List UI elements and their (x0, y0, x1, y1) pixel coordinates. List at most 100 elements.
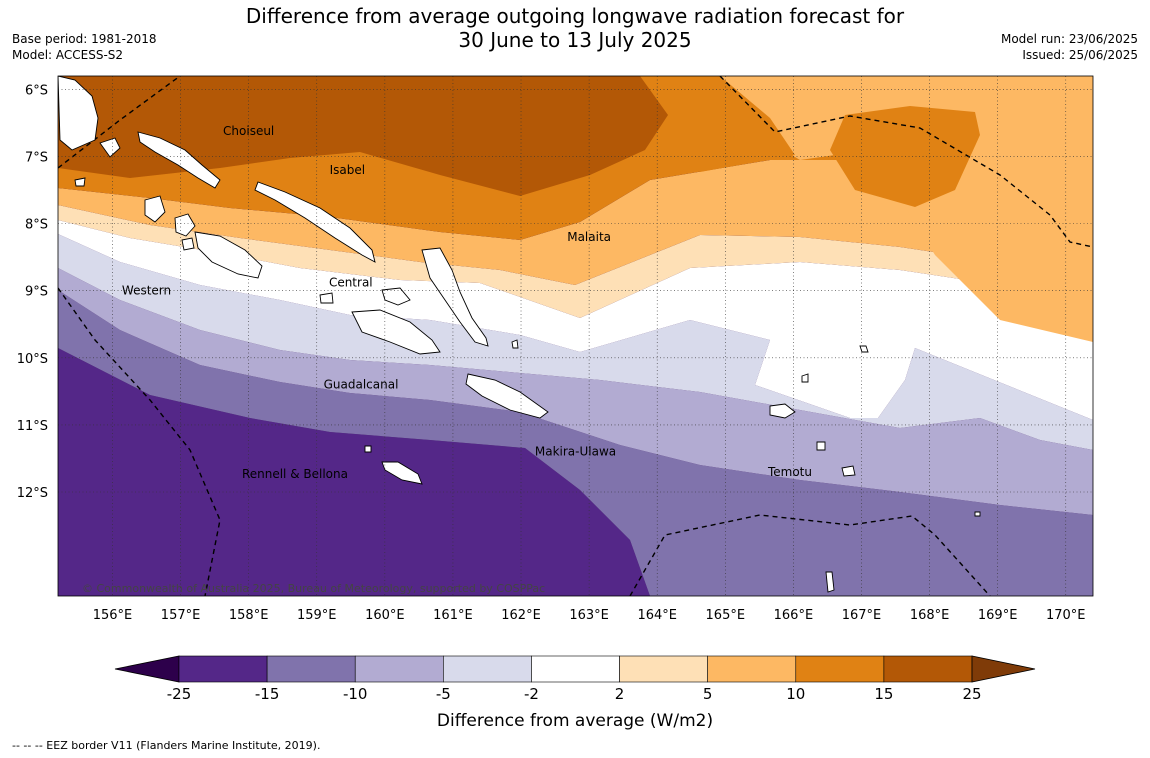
makira-coast (465, 373, 549, 419)
bougainville-south-coast (99, 137, 121, 158)
colorbar-tick-label: 15 (874, 685, 893, 703)
band-minus-10-to-minus-5 (58, 268, 1093, 515)
graticule (58, 76, 1093, 596)
colorbar-tick-label: -2 (524, 685, 539, 703)
title-line-1: Difference from average outgoing longwav… (245, 4, 905, 28)
colorbar (114, 655, 1036, 683)
colorbar-segment (178, 655, 268, 683)
tikopia-coast (974, 511, 981, 517)
colorbar-segment (619, 655, 708, 683)
vanikoro-coast (841, 465, 856, 477)
lon-tick-label: 169°E (978, 608, 1018, 623)
lat-tick-label: 12°S (17, 486, 48, 501)
colorbar-tick-label: -10 (343, 685, 368, 703)
band-15-to-25 (58, 76, 668, 196)
colorbar-tick-label: -5 (436, 685, 451, 703)
ulawa-coast (511, 339, 519, 349)
province-label: Western (122, 284, 171, 298)
colorbar-segment (883, 655, 973, 683)
lon-tick-label: 162°E (501, 608, 541, 623)
copyright-credit: © Commonwealth of Australia 2025, Bureau… (82, 582, 545, 595)
colorbar-tick-label: 2 (615, 685, 625, 703)
colorbar-tick-label: -15 (255, 685, 280, 703)
lon-tick-label: 164°E (637, 608, 677, 623)
rennell-coast (381, 461, 423, 485)
anuta-coast (825, 571, 835, 593)
model-name: Model: ACCESS-S2 (12, 48, 124, 62)
vella-lavella-coast (144, 195, 166, 223)
band-5-to-10 (58, 160, 1093, 285)
lat-tick-label: 9°S (25, 285, 48, 300)
malaita-coast (421, 247, 489, 347)
colorbar-segment (707, 655, 797, 683)
guadalcanal-coast (351, 309, 441, 355)
longitude-tick-labels: 156°E 157°E 158°E 159°E 160°E 161°E 162°E 163°E… (93, 608, 1086, 623)
russell-islands-coast (319, 292, 334, 304)
title-line-2: 30 June to 13 July 2025 (458, 28, 692, 52)
lon-tick-label: 156°E (93, 608, 133, 623)
province-label: Temotu (767, 465, 812, 479)
band-2-to-5 (58, 205, 1093, 318)
colorbar-tick-label: 25 (962, 685, 981, 703)
province-label: Malaita (567, 230, 611, 244)
province-label: Central (329, 276, 373, 290)
eez-border (58, 76, 1093, 596)
province-labels: Choiseul Isabel Malaita Central Western Guada… (122, 124, 812, 481)
model-run: Model run: 23/06/2025 (1000, 32, 1138, 46)
province-label: Isabel (330, 163, 365, 177)
colorbar-under-extension (114, 655, 180, 683)
map-title: Difference from average outgoing longwav… (0, 4, 1150, 52)
province-label: Rennell & Bellona (242, 467, 348, 481)
lon-tick-label: 165°E (706, 608, 746, 623)
lon-tick-label: 168°E (910, 608, 950, 623)
reef-islands-coast (801, 373, 809, 383)
lon-tick-label: 157°E (161, 608, 201, 623)
band-10-to-15-east (640, 76, 795, 172)
colorbar-tick-label: -25 (167, 685, 192, 703)
isabel-coast (254, 181, 376, 263)
lon-tick-label: 167°E (842, 608, 882, 623)
province-label: Choiseul (223, 124, 274, 138)
colorbar-tick-label: 10 (786, 685, 805, 703)
bellona-coast (364, 445, 372, 453)
colorbar-segment (795, 655, 885, 683)
band-minus-5-to-minus-2 (58, 234, 1093, 450)
base-period: Base period: 1981-2018 (12, 32, 157, 46)
lon-tick-label: 159°E (297, 608, 337, 623)
colorbar-title: Difference from average (W/m2) (437, 711, 713, 731)
colorbar-segment (354, 655, 444, 683)
lon-tick-label: 166°E (774, 608, 814, 623)
santa-cruz-coast (769, 403, 796, 419)
band-minus-2-to-2 (58, 220, 1093, 420)
colorbar-over-extension (971, 655, 1036, 683)
lon-tick-label: 170°E (1046, 608, 1086, 623)
coastlines (58, 76, 981, 593)
lon-tick-label: 161°E (433, 608, 473, 623)
florida-islands-coast (381, 287, 411, 306)
colorbar-segment (531, 655, 620, 683)
map-plot-area: Choiseul Isabel Malaita Central Western Guada… (58, 76, 1093, 596)
lon-tick-label: 160°E (365, 608, 405, 623)
bougainville-coast (58, 76, 99, 151)
shortland-coast (74, 177, 86, 187)
band-5-to-10-east (640, 76, 1093, 342)
colorbar-segment (266, 655, 356, 683)
lon-tick-label: 158°E (229, 608, 269, 623)
province-label: Guadalcanal (324, 378, 399, 392)
band-minus-25-to-minus-15 (58, 76, 1093, 596)
new-georgia-coast (194, 231, 263, 279)
colorbar-labels: -25 -15 -10 -5 -2 2 5 10 15 25 (167, 685, 982, 703)
issued-date: Issued: 25/06/2025 (1022, 48, 1138, 62)
lat-tick-label: 8°S (25, 218, 48, 233)
map-frame (57, 75, 1094, 597)
province-label: Makira-Ulawa (535, 445, 616, 459)
meta-left: Base period: 1981-2018 Model: ACCESS-S2 (12, 31, 157, 63)
lat-tick-label: 6°S (25, 83, 48, 98)
lat-tick-label: 11°S (17, 419, 48, 434)
rendova-coast (181, 237, 195, 251)
band-minus-15-to-minus-10 (58, 290, 1093, 596)
latitude-tick-labels: 6°S 7°S 8°S 9°S 10°S 11°S 12°S (17, 83, 48, 501)
lon-tick-label: 163°E (569, 608, 609, 623)
meta-right: Model run: 23/06/2025 Issued: 25/06/2025 (1001, 31, 1138, 63)
